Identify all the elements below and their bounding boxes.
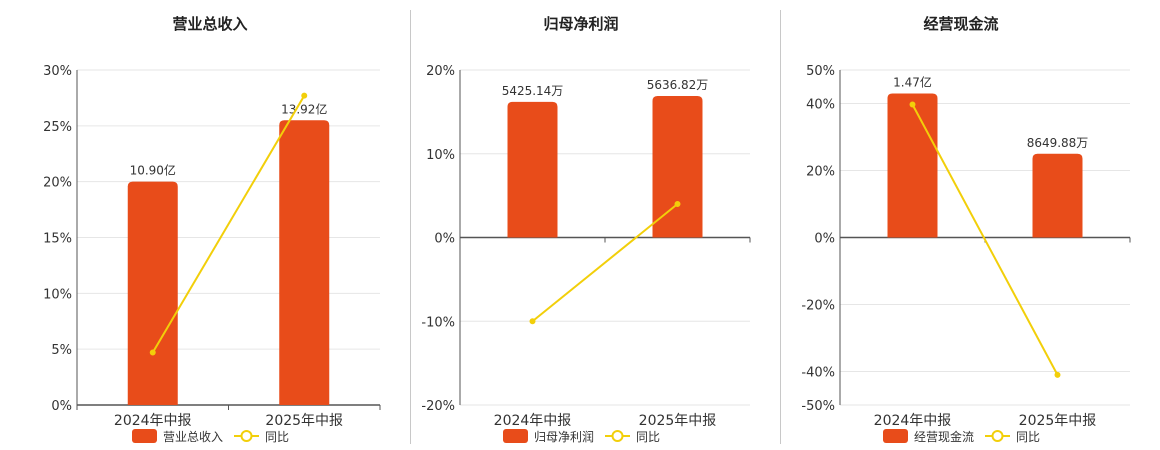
y-tick-label: 0% (434, 232, 455, 247)
legend-line-marker (991, 430, 1004, 442)
yoy-line (911, 104, 1059, 376)
legend-line-label: 同比 (1016, 430, 1040, 444)
chart-panel-revenue: 营业总收入 0% 5% 10% 15% 20% 25% 30% 10.90亿 13.92亿 2024… (0, 0, 410, 450)
y-tick-label: 50% (806, 64, 835, 79)
bar-data-label: 10.90亿 (130, 163, 176, 178)
legend-line-marker (611, 430, 624, 442)
y-tick-label: 30% (43, 64, 72, 79)
x-category-label: 2024年中报 (874, 413, 952, 429)
bar-data-label: 13.92亿 (281, 101, 327, 116)
bar (507, 101, 558, 238)
y-tick-label: 5% (51, 343, 72, 358)
panel-divider (780, 10, 781, 444)
y-tick-label: -20% (421, 399, 455, 414)
y-tick-label: 20% (43, 176, 72, 191)
bar-data-label: 1.47亿 (893, 74, 932, 89)
panel-divider (410, 10, 411, 444)
chart-net-profit-svg: 归母净利润 -20% -10% 0% 10% 20% 5425.14万 5636.82万 202… (421, 15, 751, 444)
chart-panel-net-profit: 归母净利润 -20% -10% 0% 10% 20% 5425.14万 5636.82万 202… (411, 0, 780, 450)
chart-revenue-svg: 营业总收入 0% 5% 10% 15% 20% 25% 30% 10.90亿 13.92亿 2024… (43, 15, 381, 444)
bar (279, 120, 330, 405)
yoy-point (529, 318, 536, 325)
legend-line-label: 同比 (265, 430, 289, 444)
legend-line-marker (240, 430, 253, 442)
legend-bar-label: 经营现金流 (914, 429, 974, 444)
legend-bar-label: 营业总收入 (163, 430, 223, 444)
bar (887, 93, 938, 238)
bar (127, 181, 178, 405)
x-category-label: 2024年中报 (114, 413, 192, 429)
bar-data-label: 5425.14万 (502, 84, 564, 98)
y-tick-label: 0% (51, 399, 72, 414)
y-tick-label: -20% (801, 299, 835, 314)
yoy-point (674, 201, 681, 207)
x-category-label: 2025年中报 (639, 413, 717, 429)
legend-line-label: 同比 (636, 430, 660, 444)
y-tick-label: 20% (426, 64, 455, 79)
y-tick-label: 10% (426, 148, 455, 163)
y-tick-label: 25% (43, 120, 72, 135)
chart-cash-flow-svg: 经营现金流 -50% -40% -20% 0% 20% 40% 50% 1.47亿 8649.88… (801, 15, 1131, 444)
yoy-point (301, 92, 308, 99)
bar-data-label: 8649.88万 (1027, 136, 1089, 150)
bar (1032, 153, 1083, 238)
legend-bar-swatch (132, 429, 157, 443)
bar-data-label: 5636.82万 (647, 78, 709, 92)
y-tick-label: 20% (806, 165, 835, 180)
y-tick-label: 10% (43, 287, 72, 302)
yoy-line (531, 203, 679, 323)
chart-title: 营业总收入 (172, 15, 247, 33)
bar (652, 95, 703, 238)
y-tick-label: 15% (43, 232, 72, 247)
yoy-point (149, 349, 156, 356)
legend-bar-swatch (503, 429, 528, 443)
yoy-point (1054, 371, 1061, 378)
y-tick-label: 0% (814, 232, 835, 247)
x-category-label: 2025年中报 (1019, 413, 1097, 429)
chart-title: 经营现金流 (923, 15, 998, 33)
yoy-point (909, 101, 916, 108)
chart-panel-cash-flow: 经营现金流 -50% -40% -20% 0% 20% 40% 50% 1.47亿 8649.88… (781, 0, 1160, 450)
y-tick-label: -10% (421, 315, 455, 330)
x-category-label: 2025年中报 (265, 413, 343, 429)
legend-bar-swatch (883, 429, 908, 443)
y-tick-label: 40% (806, 98, 835, 113)
x-category-label: 2024年中报 (494, 413, 572, 429)
y-tick-label: -40% (801, 366, 835, 381)
legend-bar-label: 归母净利润 (534, 430, 594, 444)
yoy-line (151, 95, 306, 354)
y-tick-label: -50% (801, 399, 835, 414)
chart-title: 归母净利润 (543, 15, 618, 33)
